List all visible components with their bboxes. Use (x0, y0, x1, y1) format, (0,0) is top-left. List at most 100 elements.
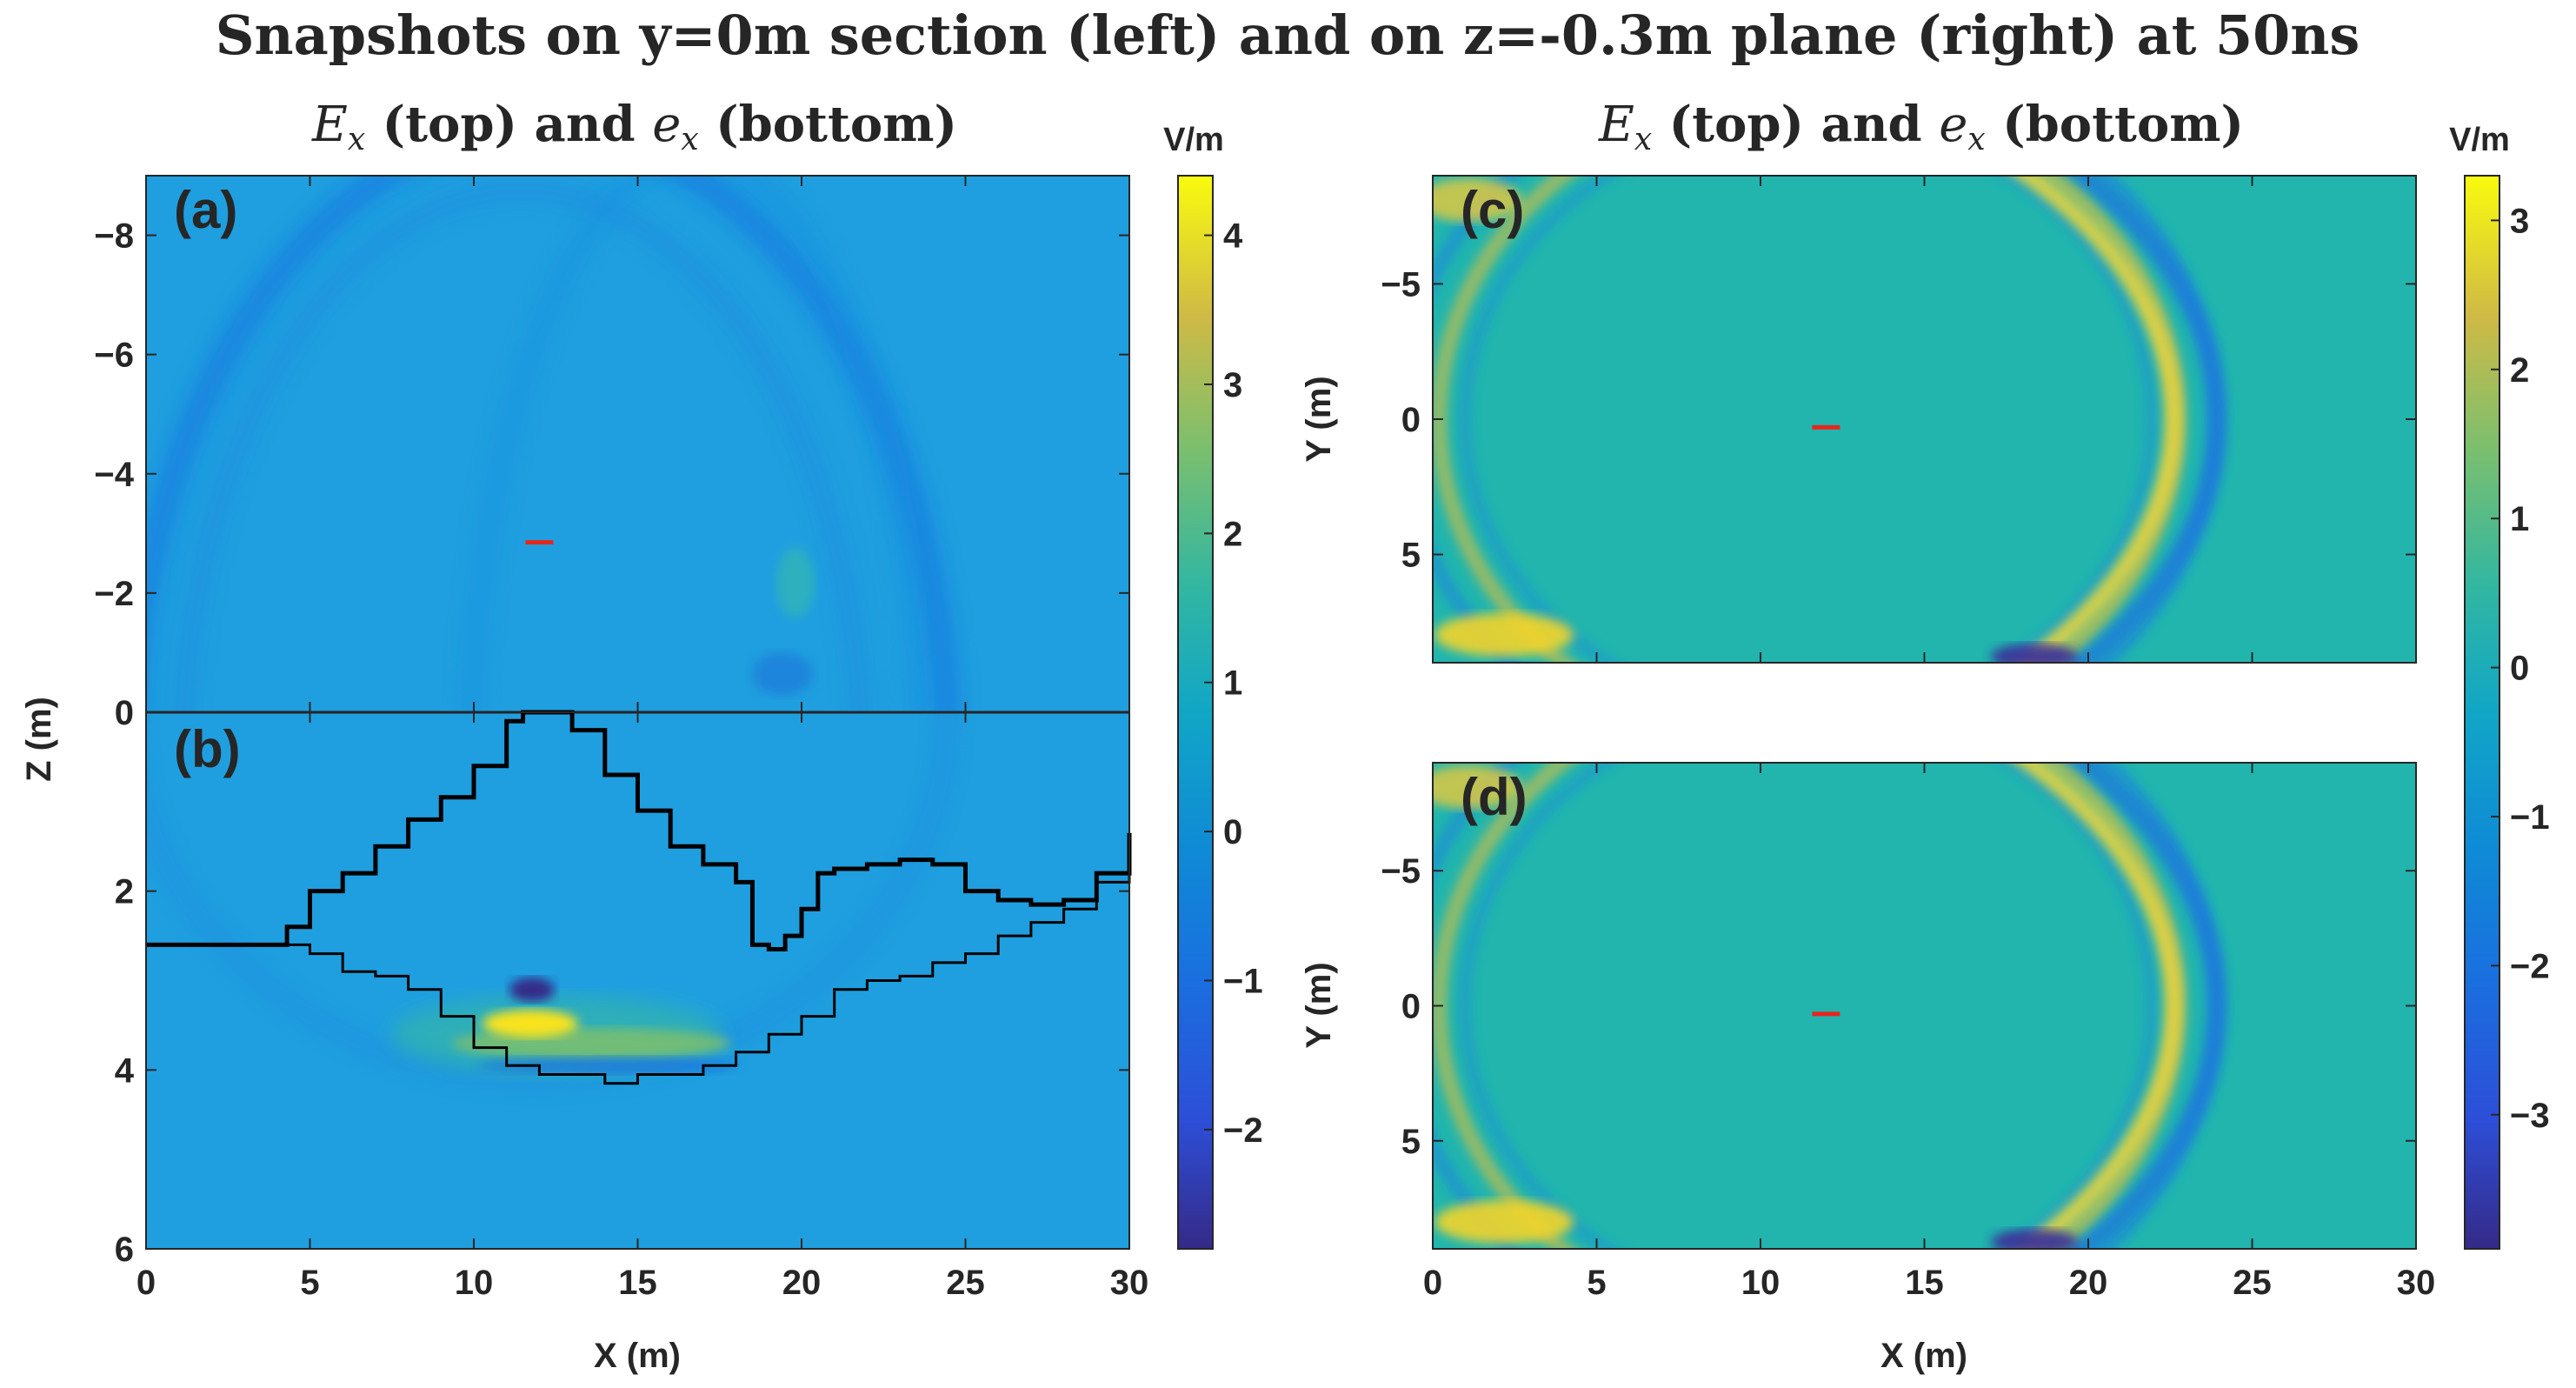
colorbar-tick-label: 0 (1223, 813, 1242, 851)
y-axis-title-c: Y (m) (1300, 376, 1338, 462)
y-tick-label-b: 2 (115, 873, 134, 911)
colorbar-right-gradient (2464, 175, 2500, 1250)
terrain-upper-line (146, 710, 1132, 952)
colorbar-right: V/m (2449, 122, 2510, 1250)
panel-c-hot-top-left (1433, 178, 1521, 222)
x-tick-label-d: 15 (1905, 1264, 1944, 1302)
y-tick-label-b: 6 (115, 1231, 134, 1269)
x-axis-title-left: X (m) (594, 1337, 681, 1375)
colorbar-tick-label: −1 (2510, 798, 2550, 837)
x-tick-label-d: 20 (2069, 1264, 2108, 1302)
panel-d-ring-blue-inner (1460, 763, 2157, 1249)
terrain-lower-line (146, 846, 1131, 1085)
panel-c-ring-blue-inner (1460, 176, 2157, 663)
panel-b-coldspot (509, 978, 555, 1002)
right-subtitle-text1: (top) and (1652, 96, 1939, 153)
y-tick-label-b: 0 (115, 694, 134, 732)
y-tick-label-c: −5 (1381, 265, 1421, 304)
x-tick-label-b: 0 (136, 1264, 156, 1302)
right-subtitle-text2: (bottom) (1986, 96, 2244, 153)
left-subtitle-var1: E (311, 97, 348, 153)
y-tick-label-d: 5 (1401, 1123, 1421, 1161)
right-subtitle-sub2: x (1967, 122, 1985, 157)
left-subtitle-var2: e (652, 97, 681, 153)
panel-c-cold-bottom (1991, 644, 2078, 663)
x-tick-label-d: 25 (2233, 1264, 2272, 1302)
y-tick-label-d: 0 (1401, 988, 1421, 1026)
x-tick-label-d: 30 (2397, 1264, 2436, 1302)
x-tick-label-d: 0 (1423, 1264, 1442, 1302)
panel-c-ring-right-blue (2067, 176, 2227, 663)
y-tick-label-c: 0 (1401, 401, 1421, 439)
y-tick-label-a: −6 (94, 337, 134, 375)
x-tick-label-b: 10 (455, 1264, 494, 1302)
panel-a-field (146, 176, 960, 712)
left-subtitle: Ex (top) and ex (bottom) (311, 96, 957, 157)
main-title: Snapshots on y=0m section (left) and on … (216, 3, 2360, 67)
colorbar-left-unit: V/m (1163, 122, 1224, 158)
panel-a-dark-blob (752, 652, 813, 696)
colorbar-tick-label: −1 (1223, 963, 1263, 1001)
panel-c-ring-right-yellow (2013, 176, 2182, 663)
panel-label-c: (c) (1461, 181, 1524, 239)
colorbar-left-gradient (1177, 175, 1214, 1250)
colorbar-tick-label: 1 (1223, 664, 1242, 703)
panel-a-wavefront-inner (176, 184, 868, 712)
x-tick-label-b: 25 (946, 1264, 985, 1302)
y-tick-label-c: 5 (1401, 537, 1421, 575)
colorbar-tick-label: 3 (2510, 202, 2529, 240)
colorbar-tick-label: −3 (2510, 1097, 2550, 1135)
y-axis-title-d: Y (m) (1300, 962, 1338, 1048)
left-subtitle-sub2: x (681, 122, 698, 157)
y-tick-label-b: 4 (115, 1051, 135, 1090)
panel-b-blue-band (478, 1057, 739, 1074)
panel-a-green-blob (776, 548, 815, 617)
y-tick-label-a: −4 (94, 456, 134, 494)
panel-d-hot-bottom-left (1434, 1200, 1574, 1244)
colorbar-tick-label: 1 (2510, 500, 2529, 538)
panel-a-background (146, 176, 1129, 712)
heatmap-d (1432, 762, 2417, 1250)
y-tick-label-a: −8 (94, 217, 134, 256)
panel-c-background (1433, 176, 2416, 663)
colorbar-right-unit: V/m (2449, 122, 2510, 158)
y-tick-label-d: −5 (1381, 852, 1421, 891)
panel-d-background (1433, 763, 2416, 1249)
x-tick-label-b: 30 (1110, 1264, 1149, 1302)
heatmap-left (145, 175, 1132, 1250)
x-tick-label-b: 5 (300, 1264, 319, 1302)
x-axis-title-right: X (m) (1880, 1337, 1967, 1375)
colorbar-tick-label: 3 (1223, 366, 1242, 404)
x-tick-label-d: 5 (1587, 1264, 1606, 1302)
right-subtitle: Ex (top) and ex (bottom) (1598, 96, 2244, 157)
colorbar-tick-label: −2 (1223, 1111, 1263, 1150)
colorbar-tick-label: −2 (2510, 947, 2550, 985)
left-subtitle-text1: (top) and (365, 96, 652, 153)
panel-d-field (1433, 763, 2227, 1249)
panel-label-b: (b) (174, 720, 241, 778)
colorbar-tick-label: 2 (1223, 515, 1242, 553)
colorbar-tick-label: 4 (1223, 217, 1243, 256)
panel-label-d: (d) (1461, 768, 1528, 826)
right-subtitle-var2: e (1939, 97, 1967, 153)
right-subtitle-var1: E (1598, 97, 1634, 153)
panel-d-ring-right-blue (2067, 763, 2227, 1249)
x-tick-label-b: 15 (618, 1264, 657, 1302)
colorbar-tick-label: 0 (2510, 650, 2529, 688)
x-tick-label-d: 10 (1741, 1264, 1781, 1302)
panel-b-hotspot (483, 1010, 578, 1038)
panel-d-hot-top-left (1433, 765, 1521, 809)
panel-b-band-green (452, 1028, 730, 1059)
left-subtitle-sub1: x (348, 122, 365, 157)
panel-d-ring-right-yellow (2013, 763, 2182, 1249)
panel-label-a: (a) (174, 181, 237, 239)
colorbar-tick-label: 2 (2510, 351, 2529, 390)
panel-c-hot-bottom-left (1434, 613, 1574, 657)
y-tick-label-a: −2 (94, 575, 134, 613)
z-axis-title: Z (m) (20, 697, 58, 782)
right-subtitle-sub1: x (1634, 122, 1652, 157)
colorbar-left: V/m (1163, 122, 1224, 1250)
panel-d-cold-bottom (1991, 1229, 2078, 1249)
